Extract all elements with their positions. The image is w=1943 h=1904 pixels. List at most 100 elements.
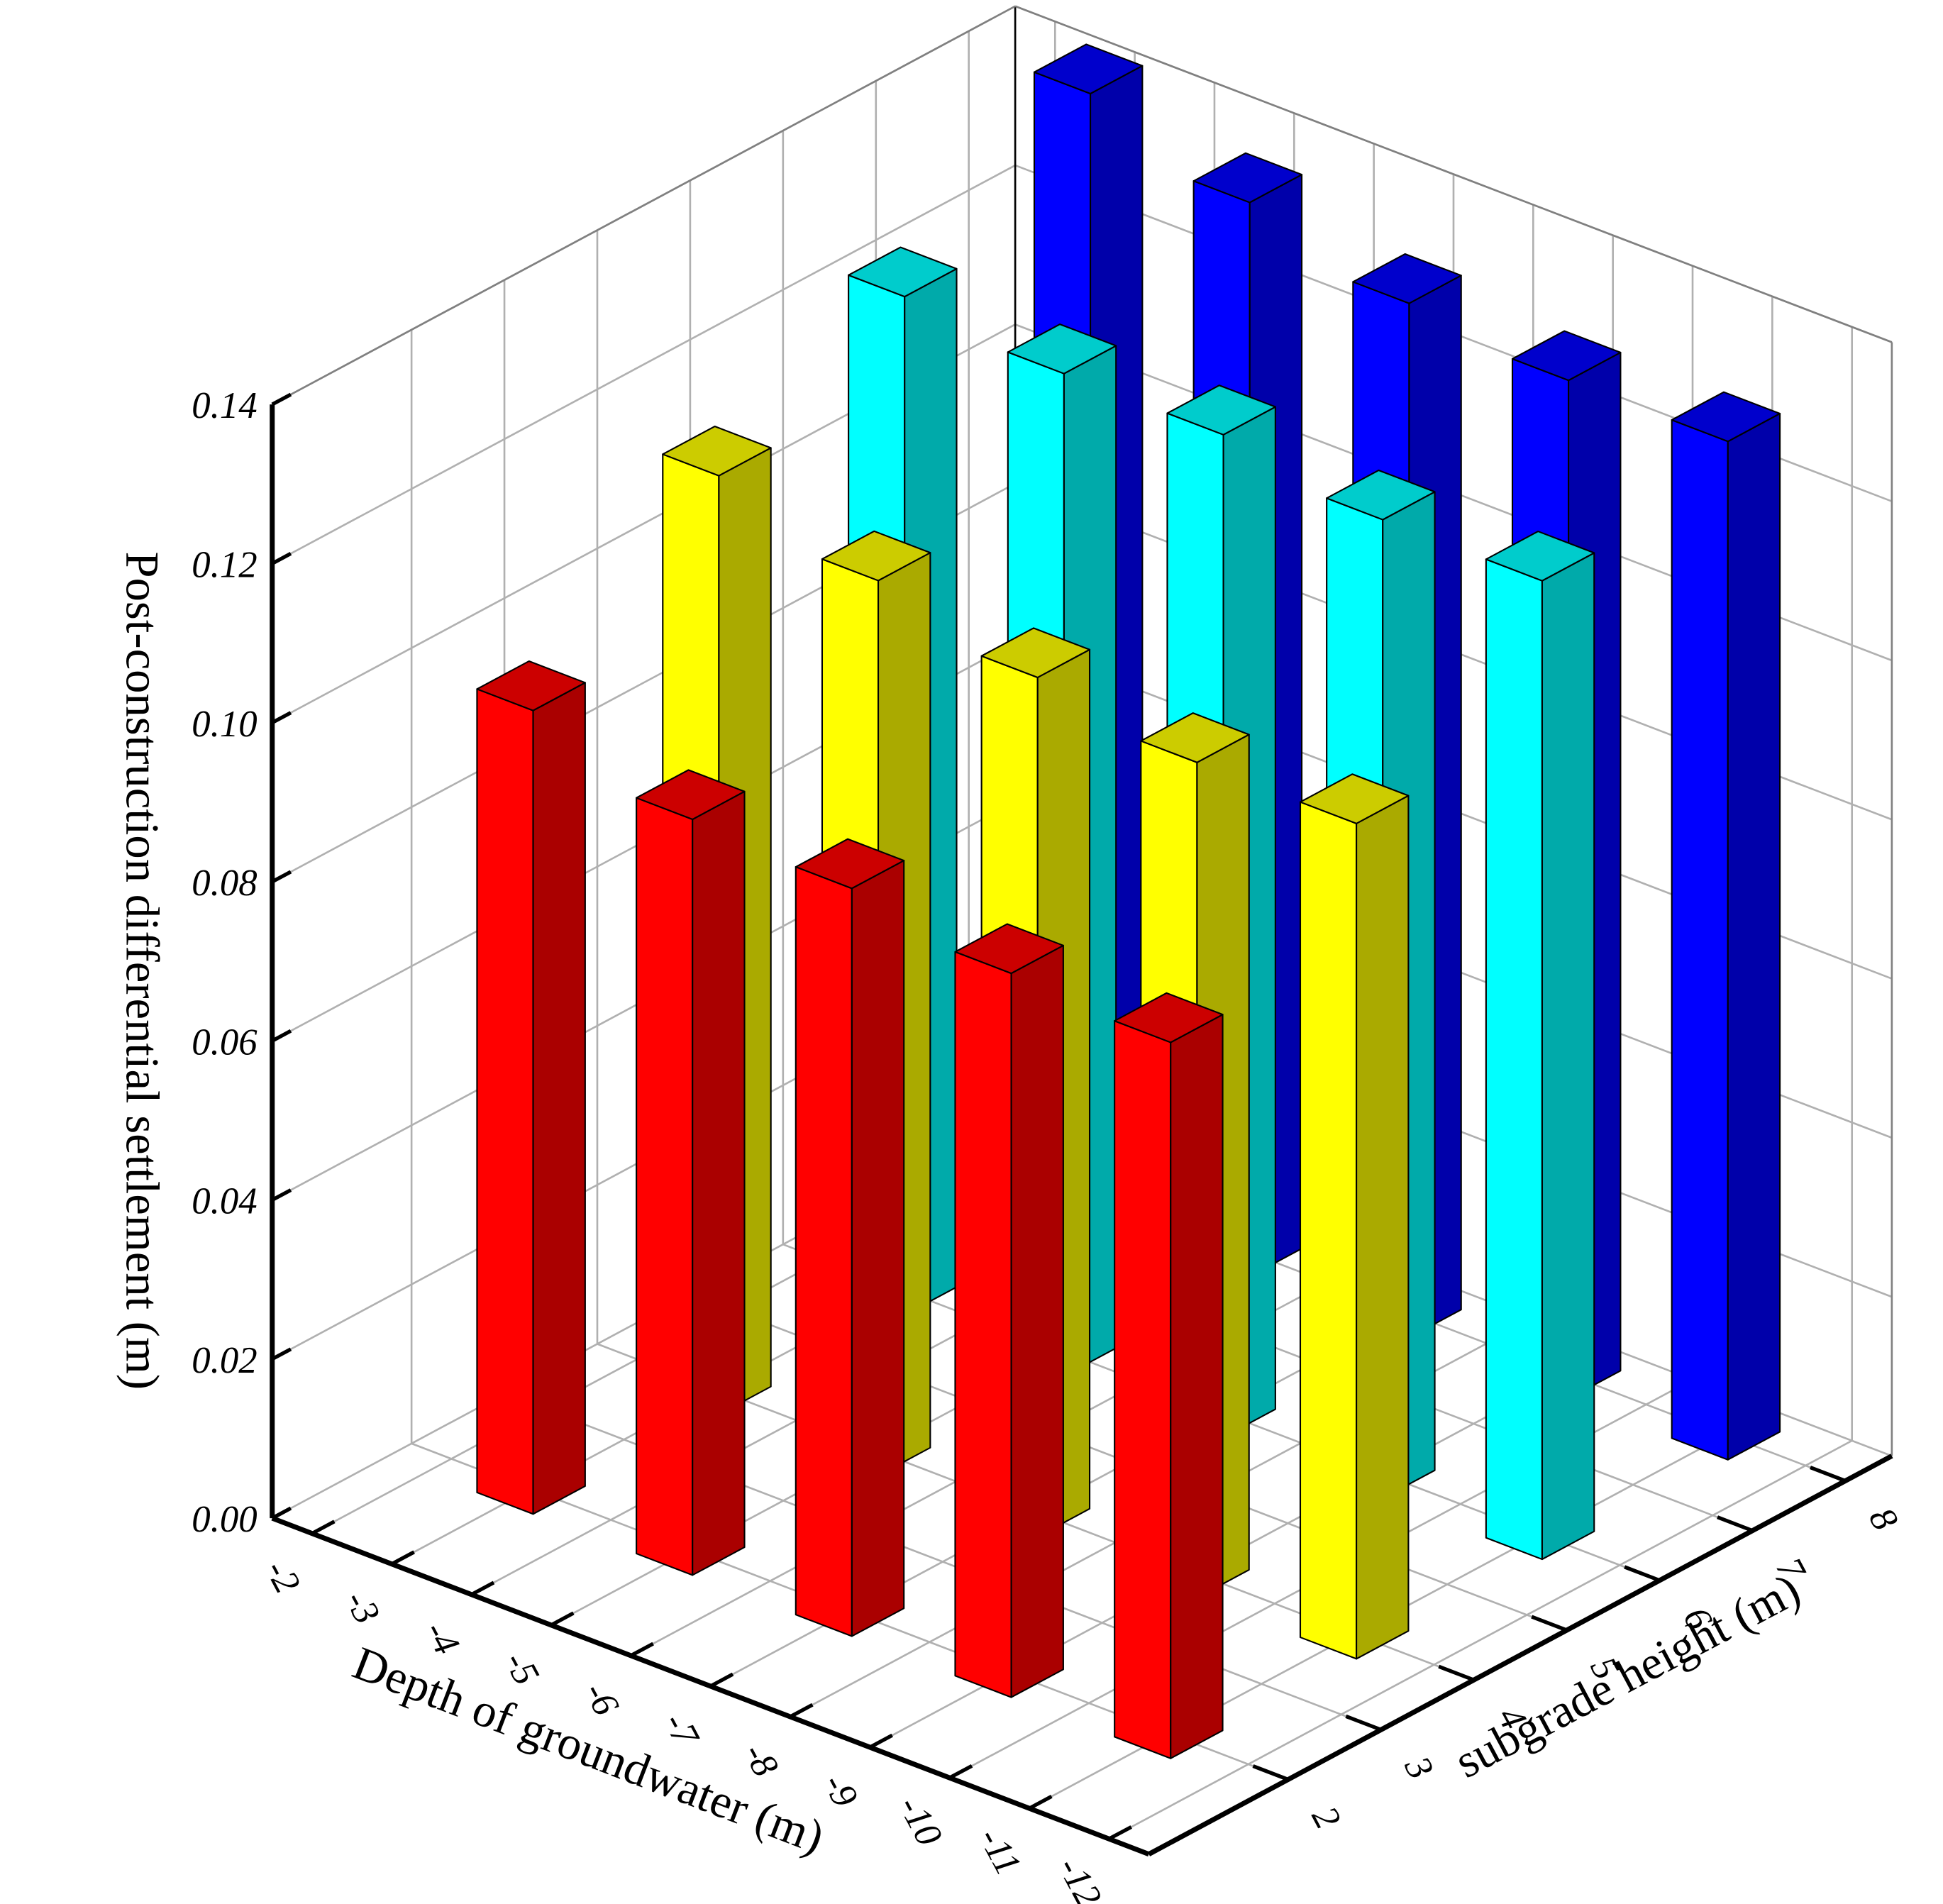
bar-top xyxy=(476,660,586,712)
bar-side xyxy=(1170,1014,1224,1759)
tick-mark xyxy=(1345,1714,1382,1732)
tick-mark xyxy=(271,1188,292,1202)
grid-line xyxy=(272,164,1016,565)
bar-side xyxy=(1541,552,1595,1561)
tick-mark xyxy=(1108,1825,1132,1841)
z-tick-label: 0.06 xyxy=(192,1022,258,1063)
x-tick-label: -11 xyxy=(970,1821,1029,1882)
x-tick-label: -2 xyxy=(258,1554,309,1600)
y-tick-label: 3 xyxy=(1396,1749,1441,1786)
bar-top xyxy=(1485,531,1595,582)
bar xyxy=(954,923,1064,1698)
bar xyxy=(636,769,746,1576)
tick-mark xyxy=(1810,1466,1847,1483)
bar-side xyxy=(1356,795,1410,1660)
bar xyxy=(795,838,905,1637)
tick-mark xyxy=(1028,1795,1053,1810)
tick-mark xyxy=(948,1764,973,1780)
x-tick-label: -8 xyxy=(736,1737,787,1783)
z-tick-label: 0.10 xyxy=(192,704,257,745)
x-tick-label: -5 xyxy=(497,1645,548,1692)
tick-mark xyxy=(271,1506,292,1520)
tick-mark xyxy=(271,392,292,406)
bar-front xyxy=(795,865,853,1637)
bar-front xyxy=(1114,1020,1172,1759)
z-tick-label: 0.00 xyxy=(192,1499,257,1540)
bar-top xyxy=(1114,992,1224,1044)
axis-line xyxy=(1147,1454,1893,1856)
x-tick-label: -9 xyxy=(815,1767,866,1814)
bar-side xyxy=(1727,412,1781,1461)
bar xyxy=(1485,531,1595,1561)
tick-mark xyxy=(271,1347,292,1361)
tick-mark xyxy=(550,1611,575,1627)
tick-mark xyxy=(391,1550,415,1566)
bar-top xyxy=(1511,330,1622,382)
tick-mark xyxy=(470,1581,495,1597)
bar-top xyxy=(1140,712,1250,763)
bar-top xyxy=(1299,773,1410,824)
x-tick-label: -10 xyxy=(890,1789,950,1852)
tick-mark xyxy=(630,1642,654,1658)
tick-mark xyxy=(271,1029,292,1043)
bar-top xyxy=(1192,152,1303,204)
x-tick-label: -6 xyxy=(576,1676,627,1722)
tick-mark xyxy=(1438,1664,1475,1682)
tick-mark xyxy=(271,870,292,884)
plot: 0.00 0.02 0.04 0.06 0.08 0.10 0.12 0.14 -2 -3 -4 -5… xyxy=(116,5,1906,1904)
bar-top xyxy=(821,530,931,582)
y-tick-label: 8 xyxy=(1861,1501,1906,1537)
grid-line xyxy=(1108,1439,1853,1840)
bar xyxy=(1114,992,1224,1759)
z-tick-label: 0.14 xyxy=(192,385,257,426)
bar-top xyxy=(1166,384,1276,436)
tick-mark xyxy=(1624,1565,1661,1583)
box-edge xyxy=(1014,5,1893,343)
bar-side xyxy=(692,790,746,1576)
bar-top xyxy=(848,246,958,298)
bar-side xyxy=(1010,944,1064,1698)
bar-front xyxy=(1485,558,1543,1561)
box-edge xyxy=(272,5,1016,406)
tick-mark xyxy=(1717,1515,1754,1533)
bar-front xyxy=(1299,801,1358,1660)
z-axis-title: Post-construction differential settlemen… xyxy=(116,552,167,1390)
tick-mark xyxy=(271,552,292,565)
tick-mark xyxy=(1531,1615,1568,1632)
z-tick-label: 0.08 xyxy=(192,863,257,904)
x-tick-label: -4 xyxy=(416,1615,467,1661)
tick-mark xyxy=(311,1520,336,1535)
x-tick-label: -3 xyxy=(337,1584,388,1631)
tick-mark xyxy=(1252,1764,1289,1781)
bar-front xyxy=(476,688,534,1515)
bar xyxy=(1671,391,1781,1461)
x-tick-label: -7 xyxy=(655,1706,707,1754)
tick-mark xyxy=(789,1703,814,1719)
bar-side xyxy=(532,682,586,1515)
bar-top xyxy=(1033,43,1144,95)
z-tick-label: 0.12 xyxy=(192,545,257,586)
tick-mark xyxy=(271,711,292,725)
tick-mark xyxy=(869,1733,893,1749)
bar-top xyxy=(795,838,905,890)
bar-top xyxy=(954,923,1064,975)
bar-top xyxy=(1007,323,1117,375)
bar-top xyxy=(636,769,746,821)
bar-top xyxy=(1671,391,1781,443)
z-tick-label: 0.02 xyxy=(192,1340,257,1381)
bar-top xyxy=(1326,469,1436,521)
bar-side xyxy=(851,859,905,1637)
bar-front xyxy=(1671,419,1729,1461)
x-tick-label: -12 xyxy=(1050,1851,1109,1904)
bar xyxy=(476,660,586,1515)
bar-top xyxy=(1352,253,1462,304)
bar-front xyxy=(954,951,1012,1698)
bar-front xyxy=(636,797,694,1576)
bar-top xyxy=(980,627,1091,679)
tick-mark xyxy=(709,1672,734,1688)
z-tick-label: 0.04 xyxy=(192,1181,257,1222)
bar xyxy=(1299,773,1410,1660)
bar-top xyxy=(662,425,772,477)
y-tick-label: 2 xyxy=(1304,1800,1349,1835)
